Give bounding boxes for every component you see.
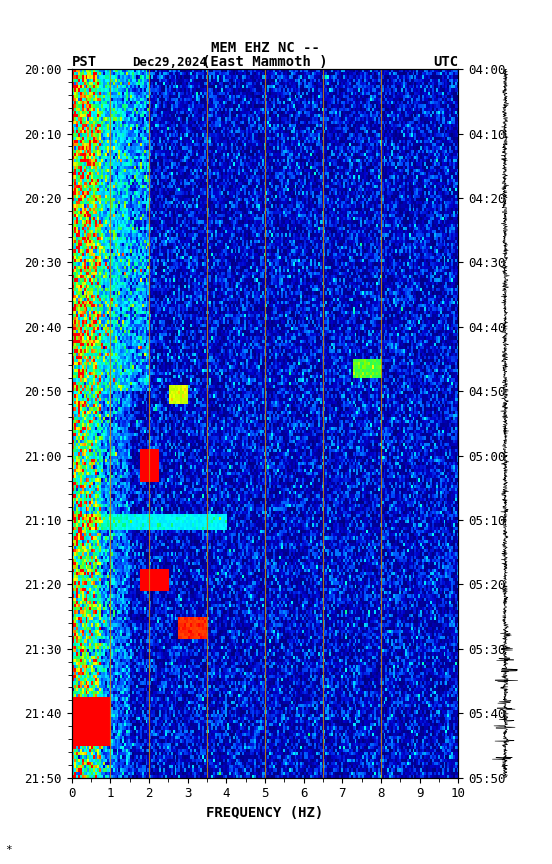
Text: *: * — [6, 845, 12, 855]
X-axis label: FREQUENCY (HZ): FREQUENCY (HZ) — [206, 806, 323, 820]
Text: PST: PST — [72, 55, 97, 69]
Text: MEM EHZ NC --: MEM EHZ NC -- — [210, 41, 320, 54]
Text: Dec29,2024: Dec29,2024 — [132, 55, 208, 69]
Text: (East Mammoth ): (East Mammoth ) — [202, 55, 328, 69]
Text: UTC: UTC — [433, 55, 458, 69]
